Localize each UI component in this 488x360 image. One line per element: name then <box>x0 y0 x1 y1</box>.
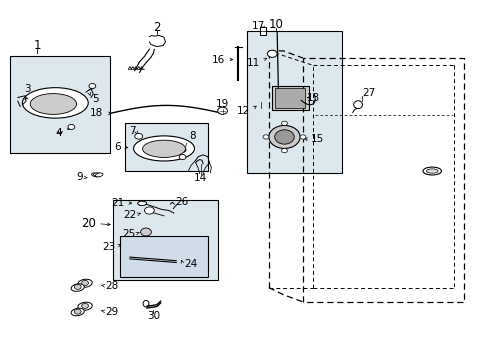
Text: 30: 30 <box>146 311 160 320</box>
Bar <box>120 235 207 277</box>
Text: 8: 8 <box>188 131 195 141</box>
Circle shape <box>179 154 185 159</box>
Circle shape <box>300 135 305 139</box>
Circle shape <box>281 148 287 153</box>
Circle shape <box>267 50 277 57</box>
Ellipse shape <box>353 101 362 109</box>
Text: 4: 4 <box>56 128 62 138</box>
Text: 23: 23 <box>102 242 115 252</box>
Ellipse shape <box>426 169 437 173</box>
Ellipse shape <box>422 167 441 175</box>
Text: 17: 17 <box>252 21 265 31</box>
Text: 25: 25 <box>122 229 135 239</box>
Bar <box>125 123 207 171</box>
Text: 7: 7 <box>129 126 136 135</box>
Text: 5: 5 <box>92 94 98 104</box>
Text: 24: 24 <box>183 259 197 269</box>
Bar <box>113 200 217 280</box>
Circle shape <box>74 284 81 289</box>
Ellipse shape <box>138 201 146 206</box>
Text: 21: 21 <box>111 198 124 208</box>
Text: 27: 27 <box>362 88 375 98</box>
Bar <box>10 56 110 153</box>
Circle shape <box>89 84 96 89</box>
Text: 26: 26 <box>174 197 188 207</box>
Text: 28: 28 <box>105 281 119 291</box>
Circle shape <box>144 207 154 214</box>
Bar <box>260 27 266 35</box>
Ellipse shape <box>143 301 149 307</box>
Circle shape <box>81 303 88 309</box>
Ellipse shape <box>133 136 194 161</box>
Circle shape <box>274 130 294 144</box>
Circle shape <box>81 280 88 285</box>
Text: 10: 10 <box>268 18 283 31</box>
Text: 13: 13 <box>306 93 320 103</box>
Ellipse shape <box>95 173 102 177</box>
Text: 14: 14 <box>194 173 207 183</box>
Circle shape <box>268 126 300 148</box>
Bar <box>246 31 341 173</box>
Text: 11: 11 <box>246 58 260 68</box>
Bar <box>275 88 305 108</box>
Ellipse shape <box>78 279 92 287</box>
Text: 18: 18 <box>90 108 103 118</box>
Circle shape <box>263 135 268 139</box>
Text: 12: 12 <box>236 106 249 116</box>
Circle shape <box>141 228 151 236</box>
Ellipse shape <box>71 284 84 291</box>
Ellipse shape <box>93 173 101 176</box>
Text: 20: 20 <box>81 216 96 230</box>
Text: 9: 9 <box>76 172 82 182</box>
Text: 22: 22 <box>123 210 136 220</box>
Ellipse shape <box>78 302 92 310</box>
Ellipse shape <box>30 94 76 114</box>
Circle shape <box>135 134 142 139</box>
Text: 1: 1 <box>34 39 41 52</box>
Circle shape <box>68 125 75 130</box>
Circle shape <box>281 121 287 126</box>
Ellipse shape <box>142 140 185 157</box>
Text: 29: 29 <box>105 307 119 316</box>
Ellipse shape <box>91 173 99 177</box>
Text: 15: 15 <box>310 135 324 144</box>
Circle shape <box>217 107 227 114</box>
Text: 6: 6 <box>114 141 121 152</box>
Text: 3: 3 <box>24 84 31 94</box>
Text: 19: 19 <box>216 99 229 109</box>
Circle shape <box>74 309 81 314</box>
Ellipse shape <box>22 87 88 118</box>
FancyBboxPatch shape <box>272 86 308 110</box>
Ellipse shape <box>71 308 84 316</box>
Text: 2: 2 <box>153 22 160 35</box>
Text: 16: 16 <box>211 54 224 64</box>
